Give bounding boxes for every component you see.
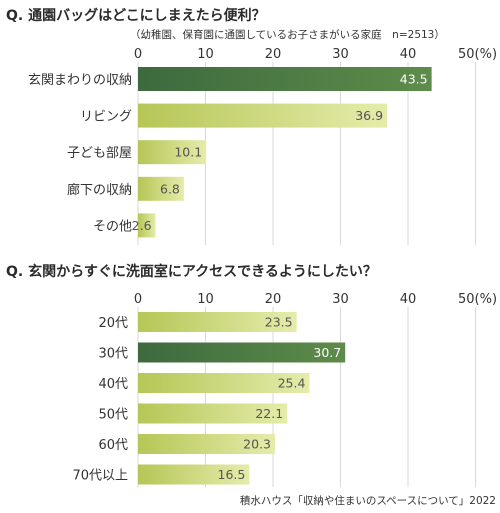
bar	[138, 373, 310, 393]
data-label: 10.1	[174, 145, 202, 160]
chart-2: Q. 玄関からすぐに洗面室にアクセスできるようにしたい？ 0 10 20 30 40 5…	[6, 263, 497, 487]
tick-label: 20	[265, 47, 282, 62]
chart-2-tick-labels: 0 10 20 30 40	[134, 292, 416, 307]
data-label: 36.9	[355, 108, 383, 123]
chart-1: Q. 通園バッグはどこにしまえたら便利？ （幼稚園、保育園に通園しているお子さま…	[6, 7, 497, 245]
bar	[138, 67, 432, 91]
category-label: 20代	[98, 316, 128, 331]
category-label: 子ども部屋	[67, 146, 132, 161]
category-label: 廊下の収納	[67, 182, 132, 198]
chart-1-subtitle: （幼稚園、保育園に通園しているお子さまがいる家庭 n=2513）	[130, 28, 445, 41]
data-label: 23.5	[265, 315, 293, 330]
category-label: 40代	[98, 377, 128, 392]
bar	[138, 140, 207, 165]
category-label: 70代以上	[72, 469, 128, 484]
bar	[138, 403, 288, 424]
tick-label: 0	[134, 47, 142, 62]
data-label: 20.3	[243, 437, 271, 452]
category-label: その他	[93, 219, 132, 234]
category-label: リビング	[80, 110, 132, 125]
bar	[138, 464, 250, 485]
category-label: 玄関まわりの収納	[28, 73, 132, 88]
data-label: 30.7	[313, 345, 341, 360]
chart-1-tick-labels: 0 10 20 30 40	[134, 47, 416, 62]
bar	[138, 213, 156, 238]
tick-label: 30	[332, 47, 349, 62]
category-label: 30代	[98, 347, 128, 362]
tick-label: 10	[197, 292, 214, 307]
tick-label: 30	[332, 292, 349, 307]
bar	[138, 434, 276, 454]
tick-label: 20	[265, 292, 282, 307]
source-note: 積水ハウス「収納や住まいのスペースについて」2022	[240, 494, 496, 507]
category-label: 60代	[98, 438, 128, 453]
tick-label: 10	[197, 47, 214, 62]
chart-2-gridlines	[137, 307, 476, 487]
data-label: 43.5	[400, 72, 428, 87]
bar	[138, 312, 297, 332]
chart-2-title: Q. 玄関からすぐに洗面室にアクセスできるようにしたい？	[6, 263, 377, 280]
tick-label: 40	[400, 292, 417, 307]
data-label: 6.8	[160, 181, 180, 196]
chart-1-unit-label: 50(%)	[458, 47, 497, 62]
data-label: 2.6	[132, 218, 152, 233]
chart-1-title: Q. 通園バッグはどこにしまえたら便利？	[6, 7, 266, 24]
chart-2-unit-label: 50(%)	[458, 292, 497, 307]
chart-2-bars: 20代 23.5 30代 30.7 40代 25.4 50代 22.1 60代 20.3 70代以上…	[72, 312, 346, 485]
data-label: 25.4	[278, 376, 306, 391]
bar	[138, 103, 388, 128]
bar	[138, 342, 346, 363]
tick-label: 0	[134, 292, 142, 307]
category-label: 50代	[98, 408, 128, 423]
bar	[138, 176, 184, 201]
chart-1-bars: 玄関まわりの収納 43.5 リビング 36.9 子ども部屋 10.1 廊下の収納 6.8 その他…	[28, 67, 432, 238]
tick-label: 40	[400, 47, 417, 62]
data-label: 16.5	[218, 467, 246, 482]
data-label: 22.1	[255, 406, 283, 421]
